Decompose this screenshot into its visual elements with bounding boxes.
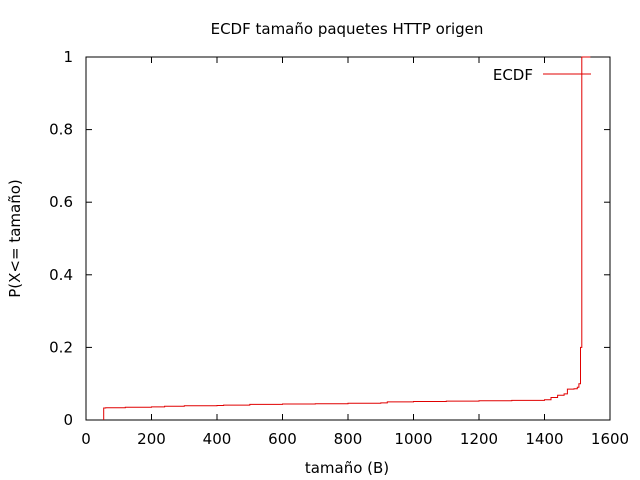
y-tick-label: 1 (63, 48, 73, 66)
x-tick-label: 1600 (591, 430, 629, 448)
x-tick-label: 800 (334, 430, 363, 448)
y-tick-label: 0.6 (49, 193, 73, 211)
x-tick-label: 1400 (525, 430, 563, 448)
x-tick-label: 600 (268, 430, 297, 448)
chart-title: ECDF tamaño paquetes HTTP origen (211, 20, 484, 38)
y-axis-label: P(X<= tamaño) (6, 179, 24, 298)
x-tick-label: 1200 (460, 430, 498, 448)
y-tick-label: 0.2 (49, 338, 73, 356)
y-tick-label: 0.4 (49, 266, 73, 284)
x-tick-label: 0 (81, 430, 91, 448)
x-tick-label: 1000 (394, 430, 432, 448)
ecdf-series-line (103, 56, 591, 420)
plot-frame (85, 56, 611, 421)
axis-ticks (85, 56, 611, 421)
y-tick-label: 0.8 (49, 121, 73, 139)
legend-label-ecdf: ECDF (493, 66, 533, 84)
x-axis-label: tamaño (B) (305, 459, 389, 477)
x-tick-labels: 0 200 400 600 800 1000 1200 1400 1600 (81, 430, 629, 448)
y-tick-label: 0 (63, 411, 73, 429)
y-tick-labels: 0 0.2 0.4 0.6 0.8 1 (49, 48, 73, 429)
x-tick-label: 200 (137, 430, 166, 448)
x-tick-label: 400 (203, 430, 232, 448)
